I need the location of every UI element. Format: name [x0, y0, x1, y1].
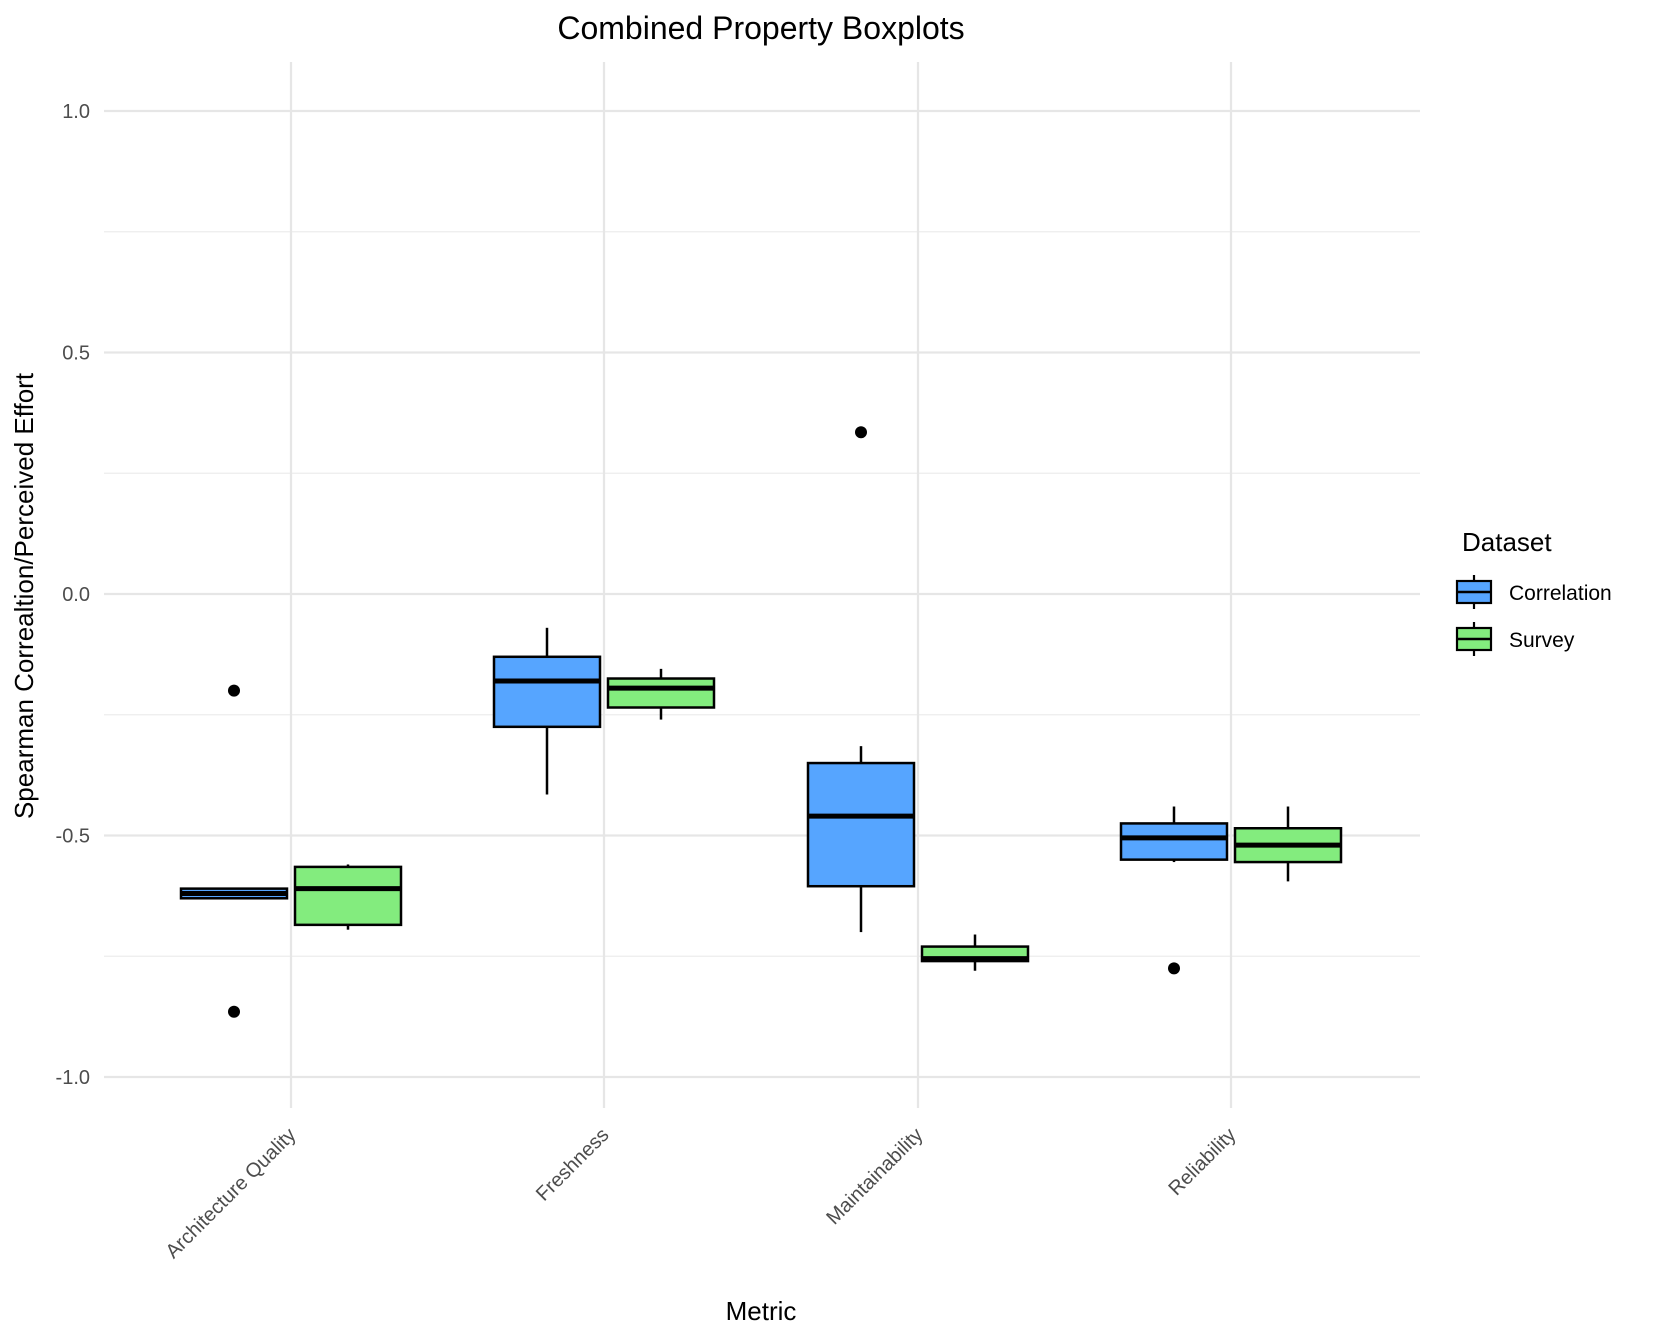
outlier-point	[855, 426, 867, 439]
y-tick-label: 0.0	[62, 584, 90, 606]
x-tick-label: Reliability	[1164, 1124, 1240, 1200]
grid-lines	[104, 62, 1420, 1108]
x-tick-label: Freshness	[532, 1124, 614, 1206]
y-axis-ticks: 1.0 0.5 0.0 -0.5 -1.0	[56, 101, 90, 1089]
x-tick-label: Maintainability	[822, 1124, 927, 1229]
box-iqr	[293, 865, 403, 927]
legend-item-correlation: Correlation	[1455, 575, 1612, 609]
box-survey	[606, 668, 716, 720]
outlier-point	[1168, 962, 1180, 975]
box-survey	[293, 864, 403, 930]
legend-title: Dataset	[1462, 527, 1552, 557]
box-correlation	[1119, 806, 1229, 975]
box-iqr	[606, 677, 716, 709]
legend: Dataset Correlation Survey	[1455, 527, 1612, 656]
box-correlation	[179, 684, 289, 1018]
legend-item-survey: Survey	[1455, 622, 1575, 656]
y-tick-label: 1.0	[62, 101, 90, 123]
y-tick-label: -0.5	[56, 826, 90, 848]
box-survey	[920, 934, 1030, 971]
box-correlation	[806, 426, 916, 933]
x-axis-ticks: Architecture Quality Freshness Maintainabi…	[162, 1124, 1241, 1263]
legend-label: Survey	[1509, 629, 1575, 652]
series-survey	[293, 668, 1343, 971]
y-tick-label: 0.5	[62, 343, 90, 365]
y-axis-title: Spearman Correaltion/Perceived Effort	[9, 372, 39, 819]
box-iqr	[492, 655, 602, 729]
outlier-point	[228, 684, 240, 697]
legend-label: Correlation	[1509, 582, 1612, 605]
x-tick-label: Architecture Quality	[162, 1124, 301, 1263]
boxes-layer	[179, 426, 1343, 1018]
box-correlation	[492, 627, 602, 795]
series-correlation	[179, 426, 1229, 1018]
box-iqr	[1119, 822, 1229, 861]
chart-title: Combined Property Boxplots	[557, 10, 964, 46]
outlier-point	[228, 1005, 240, 1018]
box-iqr	[806, 761, 916, 888]
x-axis-title: Metric	[726, 1296, 797, 1326]
y-tick-label: -1.0	[56, 1067, 90, 1089]
box-survey	[1233, 806, 1343, 882]
